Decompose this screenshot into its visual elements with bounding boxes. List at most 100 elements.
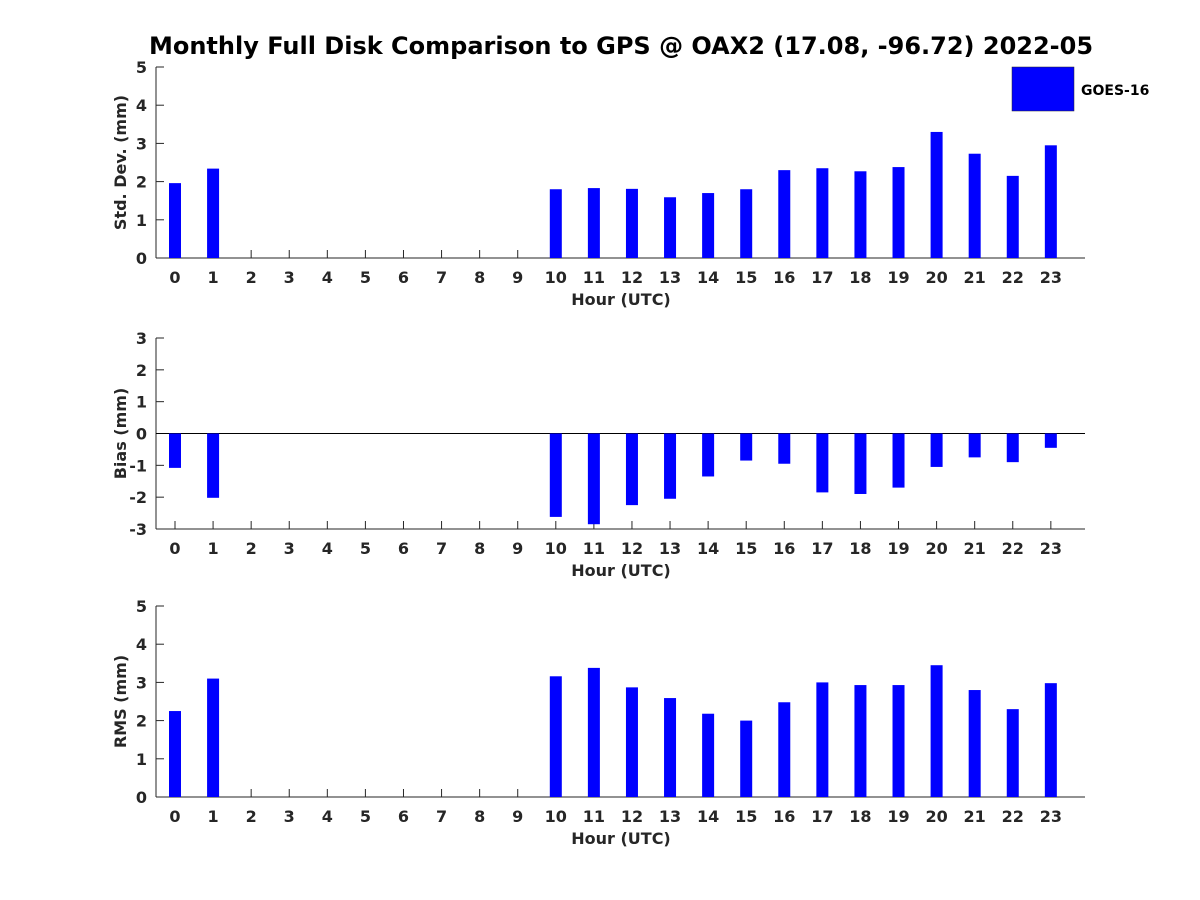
bar <box>1006 433 1019 463</box>
bar <box>1044 145 1057 258</box>
x-tick-label: 15 <box>735 268 757 287</box>
x-tick-label: 18 <box>849 539 871 558</box>
bar <box>968 433 981 458</box>
x-tick-label: 23 <box>1040 268 1062 287</box>
bar <box>854 171 867 258</box>
x-tick-label: 4 <box>322 268 333 287</box>
x-tick-label: 20 <box>925 268 947 287</box>
x-tick-label: 15 <box>735 807 757 826</box>
bar <box>702 193 715 258</box>
x-tick-label: 7 <box>436 268 447 287</box>
x-tick-label: 19 <box>887 539 909 558</box>
x-tick-label: 20 <box>925 539 947 558</box>
x-tick-label: 17 <box>811 807 833 826</box>
x-tick-label: 0 <box>169 539 180 558</box>
x-tick-label: 3 <box>284 539 295 558</box>
x-tick-label: 4 <box>322 807 333 826</box>
x-tick-label: 21 <box>964 539 986 558</box>
bar <box>930 131 943 258</box>
bar <box>549 676 562 797</box>
bar <box>740 433 753 461</box>
bar <box>664 698 677 797</box>
y-axis-label: Std. Dev. (mm) <box>111 95 130 230</box>
bar <box>169 711 181 797</box>
x-tick-label: 5 <box>360 268 371 287</box>
x-axis-label: Hour (UTC) <box>571 561 671 580</box>
bar <box>207 168 220 258</box>
x-tick-label: 22 <box>1002 268 1024 287</box>
x-tick-label: 6 <box>398 539 409 558</box>
y-tick-label: -2 <box>129 488 147 507</box>
bar <box>930 665 943 797</box>
bar <box>778 170 791 258</box>
x-tick-label: 1 <box>208 807 219 826</box>
x-tick-label: 13 <box>659 539 681 558</box>
x-tick-label: 19 <box>887 268 909 287</box>
x-tick-label: 6 <box>398 268 409 287</box>
legend-label: GOES-16 <box>1081 83 1149 99</box>
y-tick-label: 5 <box>136 58 147 77</box>
x-tick-label: 17 <box>811 539 833 558</box>
x-tick-label: 0 <box>169 807 180 826</box>
legend-swatch <box>1011 66 1075 112</box>
x-tick-label: 10 <box>545 268 567 287</box>
x-tick-label: 7 <box>436 807 447 826</box>
x-tick-label: 20 <box>925 807 947 826</box>
x-tick-label: 11 <box>583 539 605 558</box>
x-tick-label: 23 <box>1040 539 1062 558</box>
bar <box>892 433 905 488</box>
bar <box>1006 175 1019 258</box>
y-tick-label: 2 <box>136 173 147 192</box>
bar <box>1044 683 1057 797</box>
bar <box>169 433 181 468</box>
y-axis-label: Bias (mm) <box>111 388 130 480</box>
y-tick-label: 1 <box>136 393 147 412</box>
x-tick-label: 21 <box>964 268 986 287</box>
x-tick-label: 23 <box>1040 807 1062 826</box>
bar <box>625 433 638 506</box>
y-tick-label: 3 <box>136 673 147 692</box>
y-tick-label: 3 <box>136 134 147 153</box>
y-tick-label: 1 <box>136 750 147 769</box>
bar <box>664 197 677 258</box>
y-tick-label: 3 <box>136 329 147 348</box>
x-tick-label: 4 <box>322 539 333 558</box>
x-tick-label: 15 <box>735 539 757 558</box>
x-tick-label: 2 <box>246 807 257 826</box>
x-tick-label: 5 <box>360 807 371 826</box>
bar <box>778 433 791 464</box>
x-tick-label: 5 <box>360 539 371 558</box>
x-tick-label: 9 <box>512 539 523 558</box>
bar <box>702 713 715 797</box>
x-tick-label: 19 <box>887 807 909 826</box>
y-tick-label: 2 <box>136 361 147 380</box>
bar <box>587 667 600 797</box>
y-tick-label: 4 <box>136 96 147 115</box>
x-tick-label: 9 <box>512 807 523 826</box>
x-tick-label: 18 <box>849 807 871 826</box>
bar <box>587 188 600 258</box>
y-axis-label: RMS (mm) <box>111 655 130 748</box>
bar <box>740 720 753 797</box>
bar <box>892 685 905 797</box>
bar <box>740 189 753 258</box>
bar <box>854 433 867 494</box>
bar <box>778 702 791 797</box>
bar <box>1006 709 1019 797</box>
x-tick-label: 16 <box>773 807 795 826</box>
x-tick-label: 22 <box>1002 807 1024 826</box>
x-tick-label: 21 <box>964 807 986 826</box>
x-tick-label: 16 <box>773 268 795 287</box>
x-tick-label: 2 <box>246 539 257 558</box>
x-tick-label: 6 <box>398 807 409 826</box>
x-tick-label: 1 <box>208 539 219 558</box>
bar <box>816 682 829 797</box>
x-tick-label: 14 <box>697 539 719 558</box>
x-tick-label: 11 <box>583 807 605 826</box>
bar <box>816 168 829 258</box>
x-axis-label: Hour (UTC) <box>571 829 671 848</box>
bar <box>207 433 220 498</box>
bar <box>207 678 220 797</box>
